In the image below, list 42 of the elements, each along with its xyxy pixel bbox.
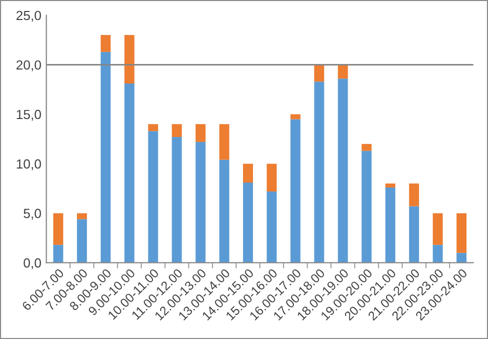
bar — [100, 35, 111, 52]
bar — [385, 184, 396, 188]
bar — [314, 82, 324, 263]
y-tick-label: 25,0 — [16, 10, 41, 22]
bar — [456, 252, 466, 263]
bar — [148, 124, 158, 132]
bar — [338, 78, 348, 263]
bar — [53, 244, 64, 263]
bar — [432, 244, 443, 263]
bar — [124, 84, 134, 263]
bar — [148, 131, 158, 263]
bar — [409, 184, 420, 206]
bar — [196, 124, 206, 142]
y-tick-label: 20,0 — [16, 60, 41, 72]
bar — [219, 124, 230, 160]
bar — [243, 182, 253, 263]
bar — [76, 219, 87, 263]
bar — [100, 52, 111, 263]
y-tick-label: 5,0 — [24, 208, 41, 220]
bar — [362, 144, 372, 151]
y-tick-label: 15,0 — [16, 110, 41, 121]
bar — [456, 213, 466, 253]
y-tick-label: 10,0 — [16, 159, 41, 170]
bar — [53, 213, 64, 245]
bar — [124, 35, 134, 84]
bar — [314, 64, 324, 82]
bar — [266, 164, 277, 192]
bar — [172, 137, 182, 263]
bar — [290, 119, 300, 263]
bar — [385, 187, 396, 263]
bar — [196, 142, 206, 263]
bar — [432, 213, 443, 245]
bar — [338, 64, 348, 79]
y-tick-label: 0,0 — [24, 258, 41, 270]
bar — [290, 114, 300, 120]
bar — [76, 213, 87, 220]
bar — [362, 150, 372, 263]
bar — [266, 191, 277, 263]
bar — [243, 164, 253, 183]
bar — [219, 160, 230, 263]
bar — [172, 124, 182, 138]
bar — [409, 206, 420, 263]
